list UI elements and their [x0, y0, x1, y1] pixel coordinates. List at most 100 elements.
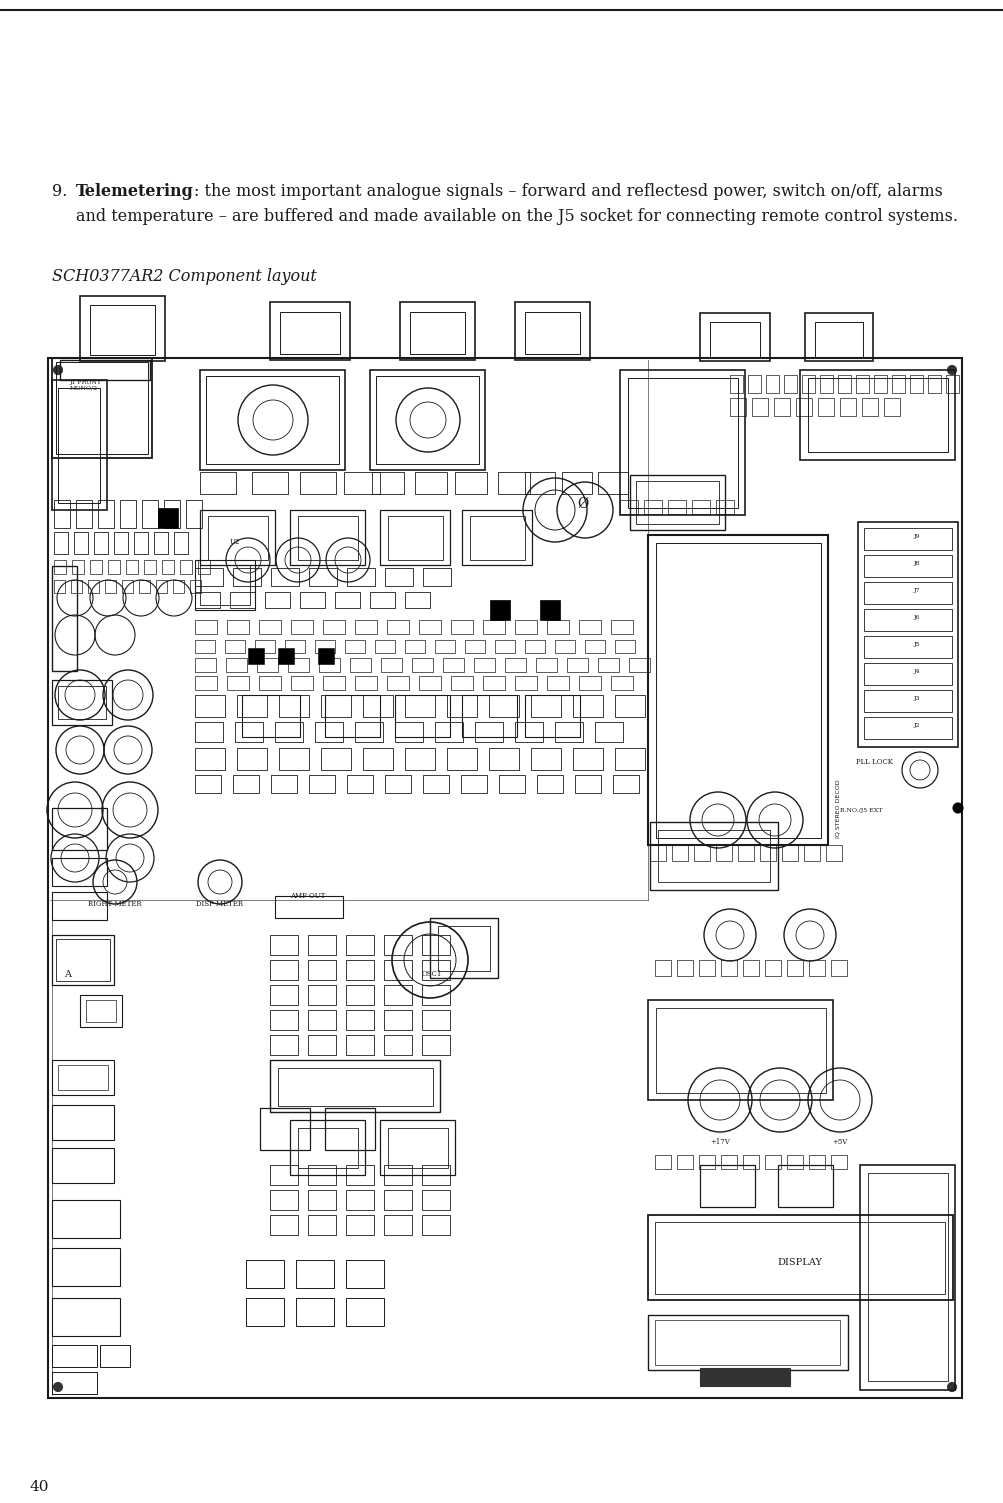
- Bar: [233, 776, 259, 794]
- Bar: [200, 565, 250, 606]
- Bar: [321, 748, 351, 770]
- Bar: [195, 694, 225, 717]
- Bar: [649, 845, 665, 861]
- Bar: [52, 1299, 120, 1336]
- Bar: [531, 694, 561, 717]
- Bar: [715, 845, 731, 861]
- Text: Ø: Ø: [577, 497, 588, 511]
- Bar: [74, 532, 88, 555]
- Bar: [729, 398, 745, 416]
- Bar: [579, 676, 601, 690]
- Bar: [323, 676, 345, 690]
- Bar: [309, 776, 335, 794]
- Bar: [421, 984, 449, 1006]
- Bar: [404, 592, 429, 609]
- Bar: [799, 370, 954, 460]
- Bar: [394, 694, 449, 736]
- Bar: [515, 721, 543, 742]
- Bar: [657, 830, 769, 882]
- Bar: [411, 658, 432, 672]
- Bar: [830, 1154, 847, 1169]
- Bar: [864, 663, 951, 685]
- Bar: [325, 694, 379, 736]
- Bar: [474, 721, 503, 742]
- Bar: [864, 609, 951, 631]
- Bar: [143, 561, 155, 574]
- Bar: [52, 1199, 120, 1238]
- Bar: [421, 1214, 449, 1235]
- Bar: [786, 1154, 802, 1169]
- Bar: [195, 721, 223, 742]
- Bar: [308, 1190, 336, 1210]
- Bar: [141, 500, 157, 528]
- Bar: [817, 398, 833, 416]
- Bar: [537, 776, 563, 794]
- Bar: [720, 960, 736, 975]
- Bar: [346, 1299, 383, 1326]
- Bar: [547, 676, 569, 690]
- Bar: [613, 776, 638, 794]
- Bar: [114, 532, 127, 555]
- Bar: [864, 636, 951, 658]
- Bar: [52, 935, 114, 984]
- Bar: [450, 621, 472, 634]
- Bar: [383, 960, 411, 980]
- Bar: [515, 676, 537, 690]
- Bar: [291, 621, 313, 634]
- Bar: [615, 748, 644, 770]
- Bar: [540, 600, 560, 621]
- Bar: [482, 621, 505, 634]
- Bar: [296, 1299, 334, 1326]
- Bar: [384, 776, 410, 794]
- Bar: [200, 370, 345, 470]
- Bar: [370, 370, 484, 470]
- Bar: [404, 640, 424, 652]
- Bar: [345, 640, 365, 652]
- Bar: [54, 532, 68, 555]
- Bar: [808, 960, 824, 975]
- Bar: [421, 960, 449, 980]
- Bar: [819, 376, 832, 392]
- Bar: [387, 516, 442, 561]
- Bar: [647, 999, 832, 1100]
- Text: +17V: +17V: [709, 1138, 729, 1145]
- Bar: [280, 313, 340, 355]
- Bar: [347, 776, 373, 794]
- Bar: [271, 568, 299, 586]
- Bar: [751, 398, 767, 416]
- Bar: [394, 721, 422, 742]
- Bar: [308, 960, 336, 980]
- Bar: [200, 472, 236, 494]
- Bar: [195, 776, 221, 794]
- Bar: [808, 1154, 824, 1169]
- Bar: [421, 1190, 449, 1210]
- Text: J7: J7: [913, 588, 920, 594]
- Bar: [195, 640, 215, 652]
- Text: DISPLAY: DISPLAY: [776, 1258, 821, 1267]
- Bar: [807, 377, 947, 452]
- Bar: [461, 694, 517, 736]
- Bar: [58, 1066, 108, 1090]
- Bar: [90, 561, 102, 574]
- Bar: [355, 721, 382, 742]
- Bar: [80, 995, 122, 1027]
- Bar: [163, 500, 180, 528]
- Bar: [270, 984, 298, 1006]
- Bar: [52, 809, 107, 851]
- Bar: [58, 388, 100, 504]
- Bar: [56, 362, 147, 454]
- Bar: [421, 1165, 449, 1184]
- Bar: [765, 376, 778, 392]
- Bar: [628, 658, 649, 672]
- Bar: [383, 1190, 411, 1210]
- Bar: [383, 1165, 411, 1184]
- Bar: [434, 640, 454, 652]
- Bar: [555, 721, 583, 742]
- Bar: [830, 960, 847, 975]
- Bar: [315, 640, 335, 652]
- Bar: [387, 1127, 447, 1168]
- Bar: [271, 776, 297, 794]
- Bar: [321, 694, 351, 717]
- Bar: [52, 858, 107, 885]
- Bar: [186, 500, 202, 528]
